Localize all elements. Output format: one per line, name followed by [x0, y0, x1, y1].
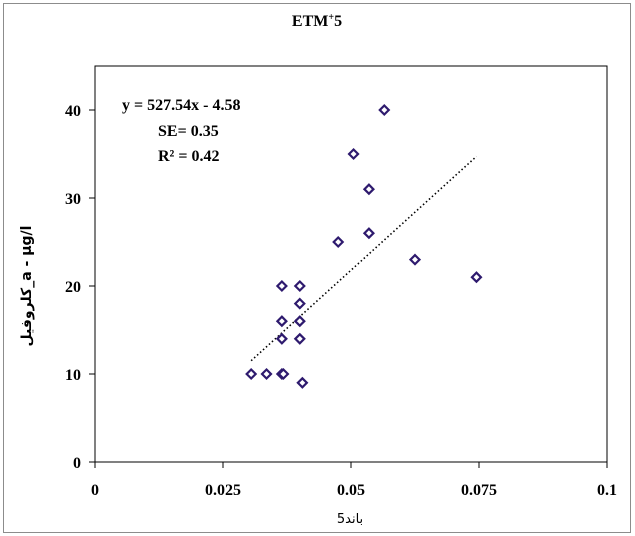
se-annotation: SE= 0.35	[158, 123, 219, 140]
data-points	[245, 103, 483, 389]
x-axis-label: باند5	[337, 512, 363, 527]
y-tick-label: 0	[73, 455, 81, 472]
equation-annotation: y = 527.54x - 4.58	[122, 97, 240, 114]
data-point	[260, 367, 273, 381]
data-point	[275, 315, 288, 328]
y-axis-label: کلروفیل_a - µg/l	[19, 226, 35, 347]
data-point	[332, 235, 345, 249]
data-point	[347, 147, 360, 161]
x-tick-label: 0.075	[461, 482, 497, 499]
data-point	[245, 367, 258, 381]
y-tick-label: 30	[65, 191, 81, 208]
data-point	[362, 183, 375, 196]
data-point	[293, 297, 306, 310]
y-tick-label: 40	[65, 103, 81, 120]
data-point	[293, 279, 306, 293]
data-point	[275, 279, 288, 293]
x-tick-label: 0	[91, 482, 99, 499]
data-point	[296, 376, 309, 389]
x-tick-label: 0.1	[597, 482, 617, 499]
trendline-group	[250, 155, 477, 362]
data-point	[470, 271, 483, 284]
y-tick-label: 10	[65, 367, 81, 384]
data-point	[277, 367, 290, 381]
data-point	[293, 315, 306, 328]
data-point	[275, 332, 288, 345]
x-tick-label: 0.05	[337, 482, 365, 499]
chart-title: ETM+5	[292, 12, 342, 30]
data-point	[408, 253, 422, 266]
data-point	[293, 332, 306, 345]
data-point	[378, 103, 391, 117]
data-point	[362, 227, 375, 240]
r2-annotation: R² = 0.42	[158, 148, 219, 165]
axis-ticks: 0 0.025 0.05 0.075 0.1 0 10 20 30 40	[65, 103, 617, 499]
trendline	[250, 155, 477, 362]
x-tick-label: 0.025	[205, 482, 241, 499]
y-tick-label: 20	[65, 279, 81, 296]
plot-area	[94, 65, 608, 463]
